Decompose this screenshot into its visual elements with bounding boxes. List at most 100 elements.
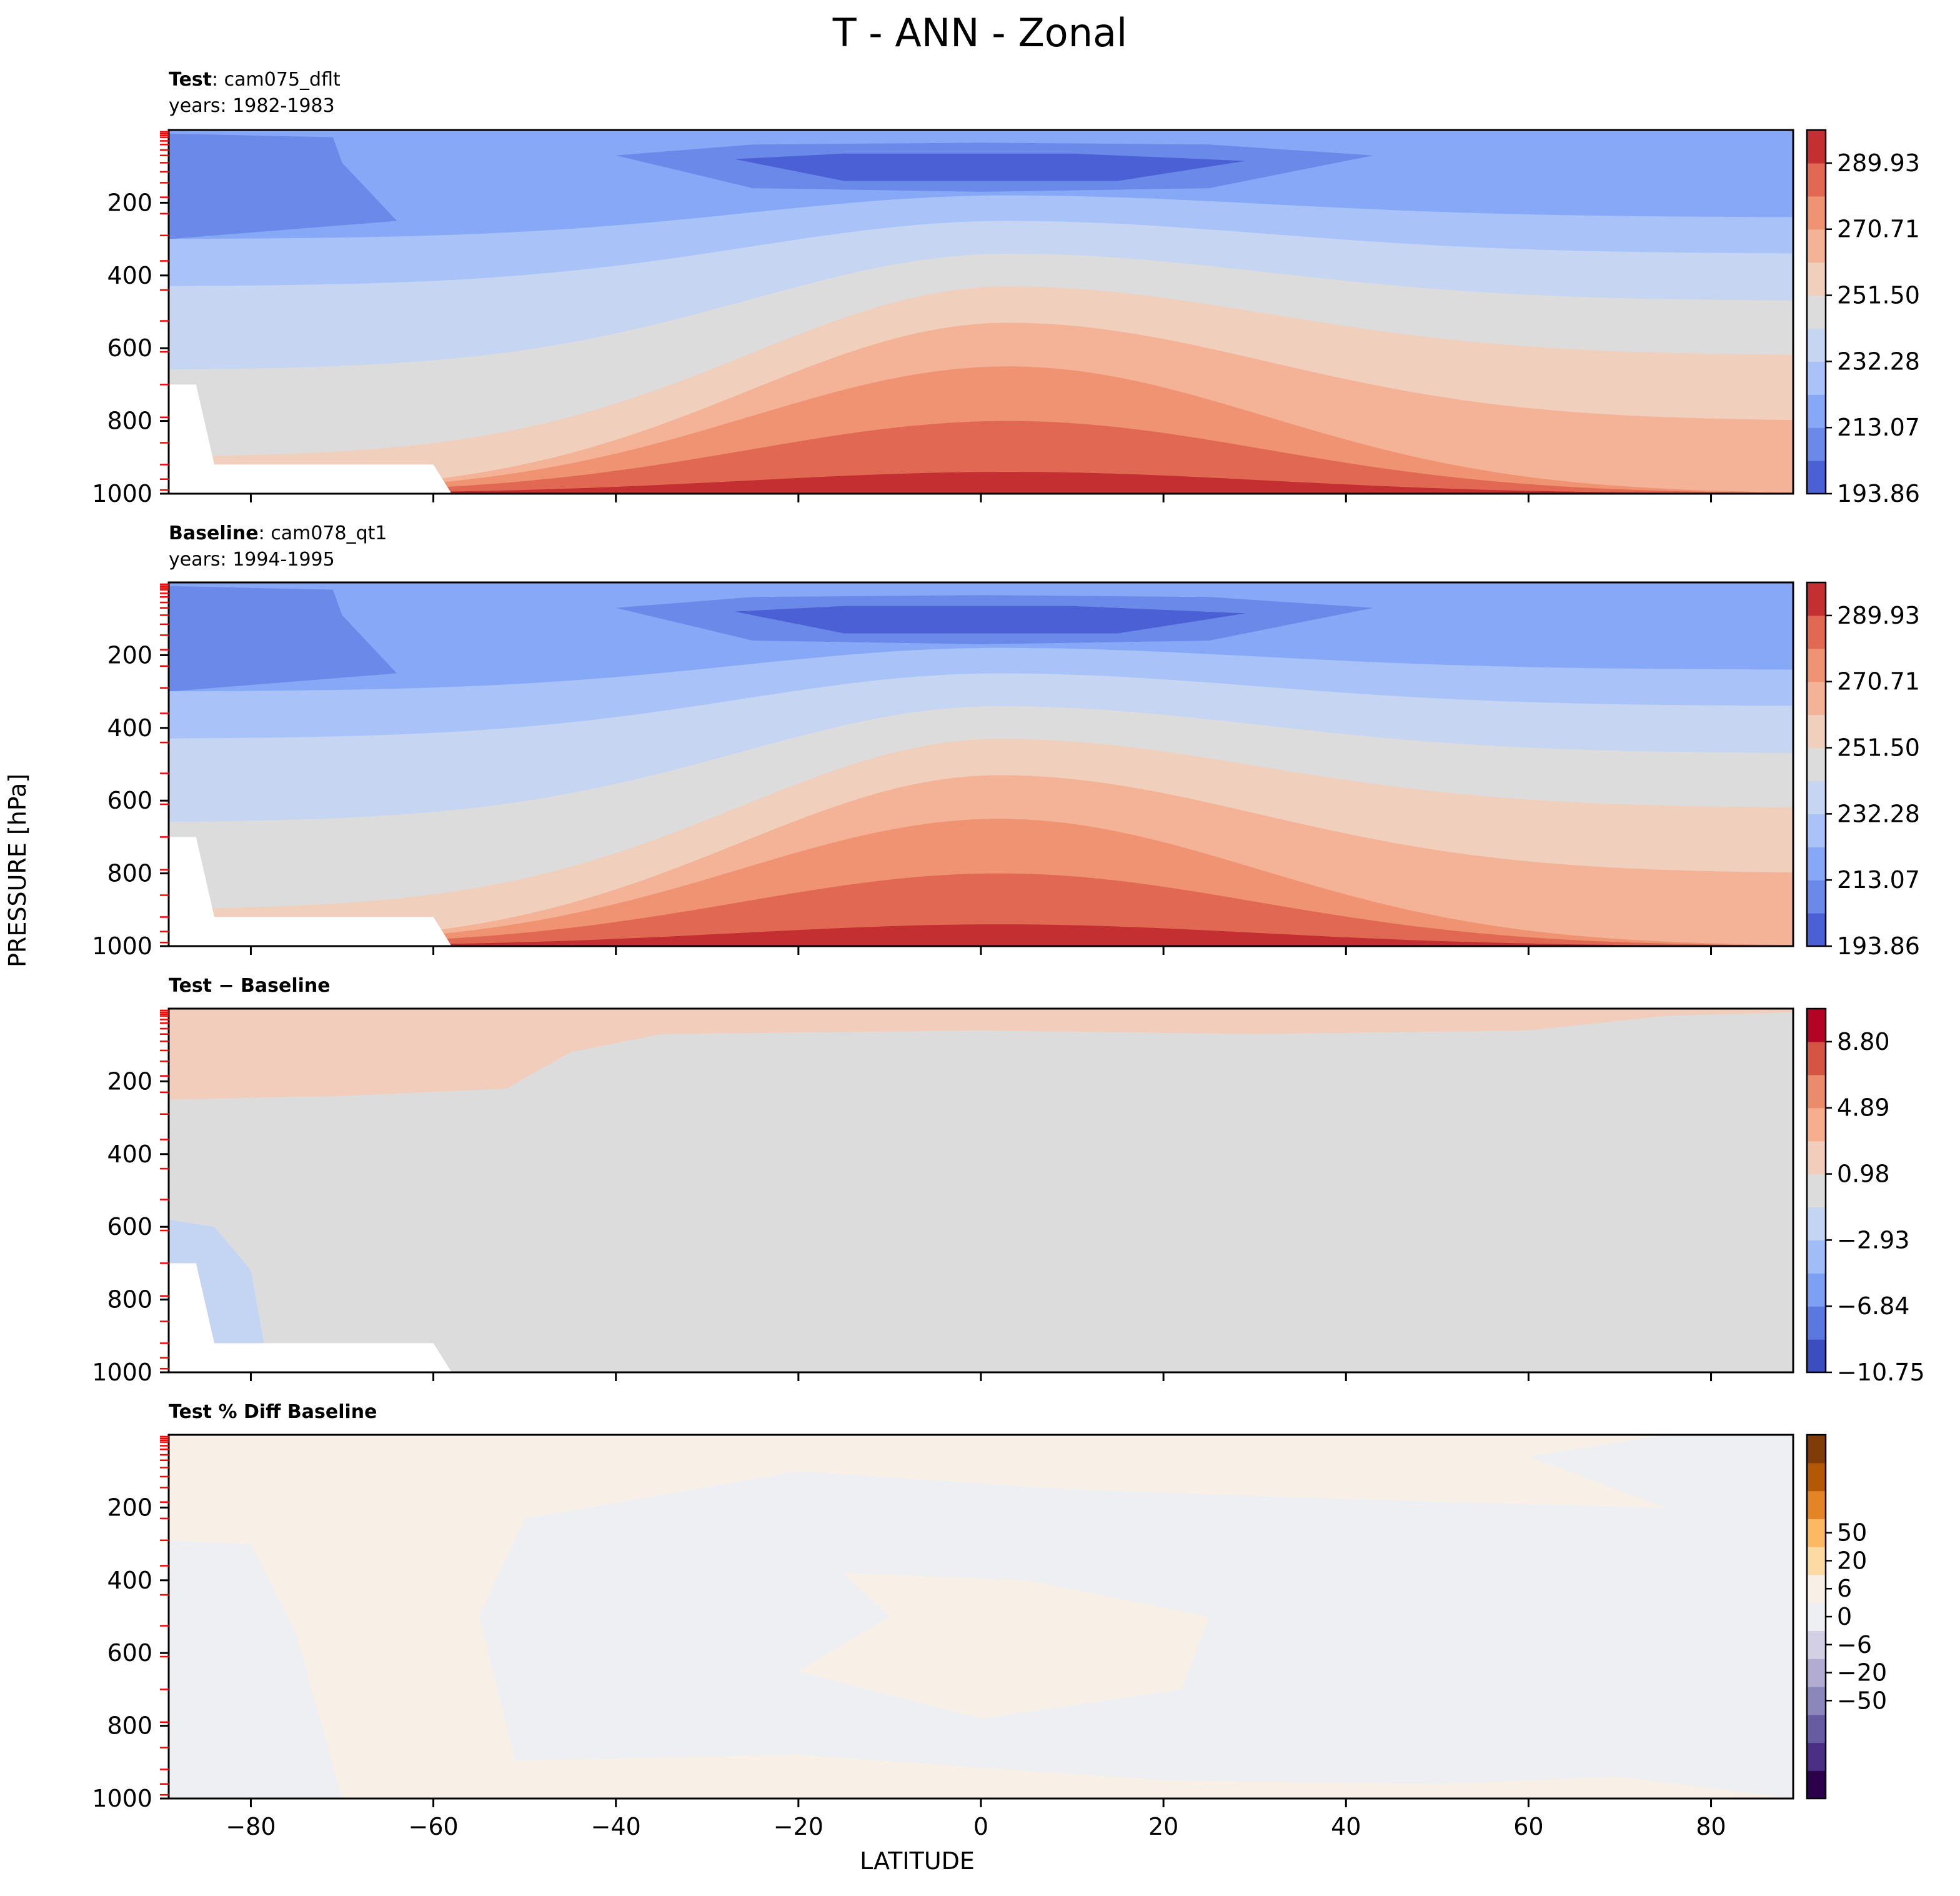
- colorbar-swatch: [1807, 1207, 1826, 1240]
- colorbar-swatch: [1807, 262, 1826, 296]
- colorbar-swatch: [1807, 1547, 1826, 1575]
- y-tick-label: 400: [107, 1567, 152, 1594]
- contour-band: [734, 606, 1246, 634]
- contour-band: [169, 421, 1793, 494]
- colorbar-swatch: [1807, 1041, 1826, 1075]
- x-tick-label: 80: [1696, 1813, 1726, 1840]
- y-tick-label: 600: [107, 1639, 152, 1667]
- panel-3-title-bold: Test − Baseline: [169, 975, 331, 997]
- contour-band: [169, 1009, 1793, 1100]
- panel-1-title-rest: : cam075_dflt: [212, 69, 341, 91]
- y-tick-label: 800: [107, 1712, 152, 1740]
- colorbar-swatch: [1807, 1602, 1826, 1631]
- colorbar-label: 232.28: [1837, 800, 1920, 827]
- contour-band: [798, 1573, 1210, 1719]
- colorbar-swatch: [1807, 847, 1826, 881]
- contour-band: [734, 153, 1246, 181]
- colorbar-swatch: [1807, 1686, 1826, 1715]
- contour-band: [169, 873, 1793, 946]
- colorbar-swatch: [1807, 880, 1826, 914]
- colorbar-swatch: [1807, 1519, 1826, 1547]
- y-tick-label: 600: [107, 787, 152, 814]
- panel-4-title-bold: Test % Diff Baseline: [169, 1401, 377, 1423]
- colorbar-swatch: [1807, 681, 1826, 716]
- y-tick-label: 800: [107, 407, 152, 435]
- y-tick-label: 1000: [92, 1785, 152, 1812]
- y-tick-label: 800: [107, 860, 152, 887]
- panel-3-axes: 200 400 600 800 1000: [92, 1007, 1794, 1386]
- colorbar-label: 193.86: [1837, 932, 1920, 960]
- colorbar-label: 0.98: [1837, 1160, 1890, 1188]
- colorbar-2: 193.86 213.07 232.28 251.50 270.71 289.93: [1806, 581, 1920, 960]
- colorbar-swatch: [1807, 461, 1826, 494]
- y-tick-label: 200: [107, 1494, 152, 1521]
- colorbar-swatch: [1807, 781, 1826, 814]
- colorbar-swatch: [1807, 328, 1826, 362]
- y-tick-label: 600: [107, 1213, 152, 1240]
- colorbar-label: 213.07: [1837, 414, 1920, 441]
- missing-data-mask: [169, 384, 452, 494]
- colorbar-swatch: [1807, 1140, 1826, 1175]
- colorbar-swatch: [1807, 1630, 1826, 1659]
- x-tick-label: −60: [408, 1813, 458, 1840]
- y-tick-label: 1000: [92, 932, 152, 960]
- colorbar-label: 0: [1837, 1603, 1852, 1630]
- colorbar-frame: [1806, 129, 1827, 495]
- colorbar-swatch: [1807, 1742, 1826, 1771]
- y-tick-label: 400: [107, 714, 152, 742]
- colorbar-1: 193.86 213.07 232.28 251.50 270.71 289.93: [1806, 129, 1920, 507]
- colorbar-label: −6.84: [1837, 1292, 1909, 1320]
- colorbar-swatch: [1807, 814, 1826, 847]
- colorbar-swatch: [1807, 615, 1826, 649]
- colorbar-label: 6: [1837, 1575, 1852, 1602]
- colorbar-swatch: [1807, 1462, 1826, 1492]
- y-tick-label: 200: [107, 641, 152, 669]
- panel-3-title: Test − Baseline: [169, 974, 331, 999]
- colorbar-label: −10.75: [1837, 1359, 1925, 1386]
- colorbar-3: −10.75 −6.84 −2.93 0.98 4.89 8.80: [1806, 1007, 1925, 1386]
- colorbar-label: −6: [1837, 1631, 1872, 1659]
- colorbar-swatch: [1807, 196, 1826, 230]
- x-tick-label: −20: [774, 1813, 823, 1840]
- y-tick-label: 1000: [92, 480, 152, 507]
- y-tick-label: 200: [107, 189, 152, 216]
- panel-2-contours: [169, 582, 1793, 946]
- colorbar-swatch: [1807, 1435, 1826, 1464]
- colorbar-swatch: [1807, 1074, 1826, 1109]
- missing-data-mask: [169, 1263, 452, 1372]
- contour-band: [169, 472, 1793, 494]
- panel-4-axes: 200 400 600 800 1000 −80 −60 −40 −20 0 20 40 60 80: [92, 1434, 1794, 1840]
- colorbar-label: 8.80: [1837, 1028, 1890, 1055]
- x-axis-label: LATITUDE: [860, 1847, 975, 1875]
- y-tick-label: 400: [107, 262, 152, 289]
- colorbar-label: 270.71: [1837, 668, 1920, 696]
- colorbar-label: 50: [1837, 1519, 1867, 1547]
- colorbar-label: −50: [1837, 1687, 1887, 1714]
- colorbar-frame: [1806, 581, 1827, 947]
- panel-4-title: Test % Diff Baseline: [169, 1400, 377, 1425]
- colorbar-swatch: [1807, 1659, 1826, 1687]
- colorbar-label: 270.71: [1837, 216, 1920, 243]
- panel-1-axes: 200 400 600 800 1000: [92, 129, 1794, 507]
- missing-data-mask: [169, 837, 452, 946]
- x-tick-label: 20: [1148, 1813, 1178, 1840]
- y-tick-label: 200: [107, 1067, 152, 1095]
- colorbar-label: −2.93: [1837, 1226, 1909, 1254]
- colorbar-frame: [1806, 1007, 1827, 1374]
- colorbar-swatch: [1807, 1490, 1826, 1519]
- y-tick-label: 800: [107, 1286, 152, 1314]
- panel-3-contours: [169, 1009, 1793, 1372]
- panel-2-axes: 200 400 600 800 1000: [92, 581, 1794, 960]
- colorbar-swatch: [1807, 130, 1826, 164]
- colorbar-swatch: [1807, 648, 1826, 682]
- colorbar-swatch: [1807, 361, 1826, 395]
- x-tick-label: −40: [591, 1813, 641, 1840]
- colorbar-swatch: [1807, 1770, 1826, 1799]
- contour-band: [169, 133, 397, 239]
- contour-band: [169, 586, 397, 692]
- colorbar-swatch: [1807, 162, 1826, 197]
- colorbar-label: 232.28: [1837, 347, 1920, 375]
- colorbar-swatch: [1807, 394, 1826, 428]
